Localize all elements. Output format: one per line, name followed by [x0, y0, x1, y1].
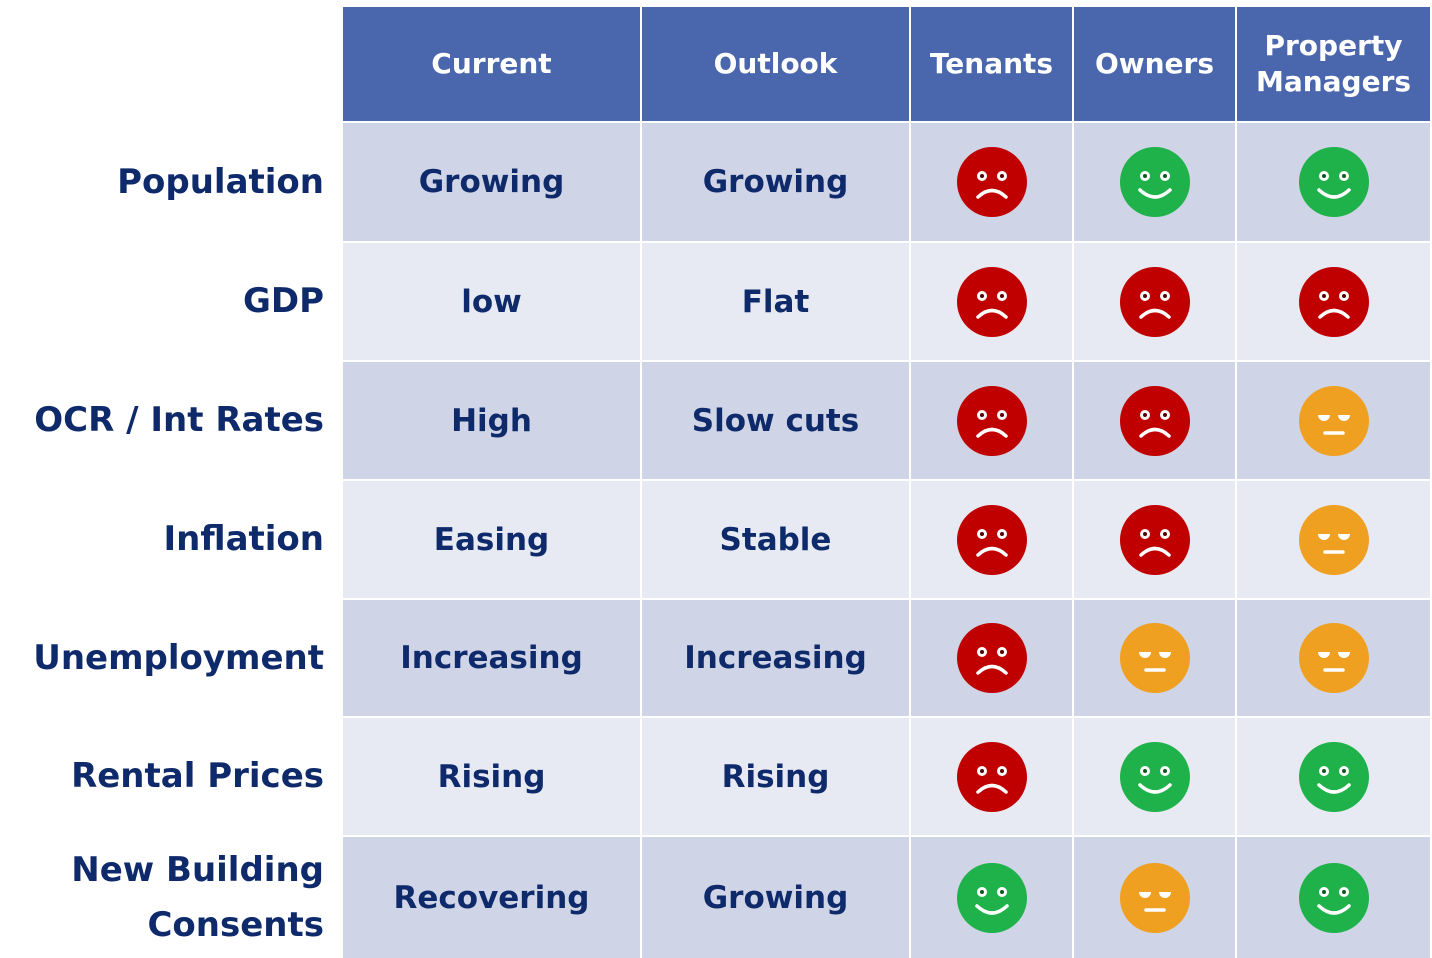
outlook-cell: Flat	[642, 243, 909, 360]
face-cell	[1237, 600, 1430, 716]
row-label: GDP	[242, 281, 324, 322]
outlook-cell: Growing	[642, 123, 909, 241]
current-cell: Increasing	[343, 600, 640, 716]
outlook-cell: Rising	[642, 718, 909, 835]
column-header: Owners	[1074, 7, 1235, 121]
current-cell: low	[343, 243, 640, 360]
face-sad	[956, 504, 1027, 575]
row-label: Unemployment	[33, 637, 324, 678]
face-cell	[1237, 718, 1430, 835]
face-neutral	[1119, 623, 1190, 693]
face-cell	[911, 600, 1072, 716]
row-label: Inflation	[163, 519, 324, 560]
column-header: Current	[343, 7, 640, 121]
face-happy	[1298, 862, 1369, 933]
face-neutral	[1298, 385, 1369, 456]
outlook-cell: Growing	[642, 837, 909, 958]
face-cell	[911, 718, 1072, 835]
face-cell	[1074, 481, 1235, 598]
face-cell	[1074, 600, 1235, 716]
face-sad	[1298, 266, 1369, 337]
face-cell	[1074, 123, 1235, 241]
current-cell: Recovering	[343, 837, 640, 958]
face-cell	[1237, 837, 1430, 958]
face-cell	[911, 362, 1072, 479]
current-cell: Rising	[343, 718, 640, 835]
row-label: OCR / Int Rates	[34, 400, 324, 441]
face-sad	[956, 623, 1027, 693]
face-happy	[1119, 147, 1190, 217]
face-cell	[911, 123, 1072, 241]
face-sad	[956, 266, 1027, 337]
face-cell	[1074, 837, 1235, 958]
face-neutral	[1119, 862, 1190, 933]
face-sad	[1119, 266, 1190, 337]
face-cell	[1074, 362, 1235, 479]
outlook-cell: Stable	[642, 481, 909, 598]
face-sad	[1119, 504, 1190, 575]
face-cell	[1237, 243, 1430, 360]
current-cell: Easing	[343, 481, 640, 598]
face-neutral	[1298, 623, 1369, 693]
face-sad	[956, 741, 1027, 812]
column-header: Property Managers	[1237, 7, 1430, 121]
column-header: Outlook	[642, 7, 909, 121]
face-happy	[956, 862, 1027, 933]
face-cell	[1237, 481, 1430, 598]
column-header: Tenants	[911, 7, 1072, 121]
face-cell	[911, 837, 1072, 958]
face-neutral	[1298, 504, 1369, 575]
row-label: Population	[117, 161, 324, 202]
current-cell: High	[343, 362, 640, 479]
face-happy	[1119, 741, 1190, 812]
face-cell	[1074, 243, 1235, 360]
face-cell	[1237, 362, 1430, 479]
face-cell	[1237, 123, 1430, 241]
row-label: Rental Prices	[71, 756, 324, 797]
face-cell	[1074, 718, 1235, 835]
face-cell	[911, 243, 1072, 360]
current-cell: Growing	[343, 123, 640, 241]
face-cell	[911, 481, 1072, 598]
face-happy	[1298, 741, 1369, 812]
face-sad	[956, 147, 1027, 217]
face-happy	[1298, 147, 1369, 217]
face-sad	[956, 385, 1027, 456]
row-label: New Building Consents	[71, 850, 324, 945]
face-sad	[1119, 385, 1190, 456]
outlook-cell: Increasing	[642, 600, 909, 716]
outlook-cell: Slow cuts	[642, 362, 909, 479]
